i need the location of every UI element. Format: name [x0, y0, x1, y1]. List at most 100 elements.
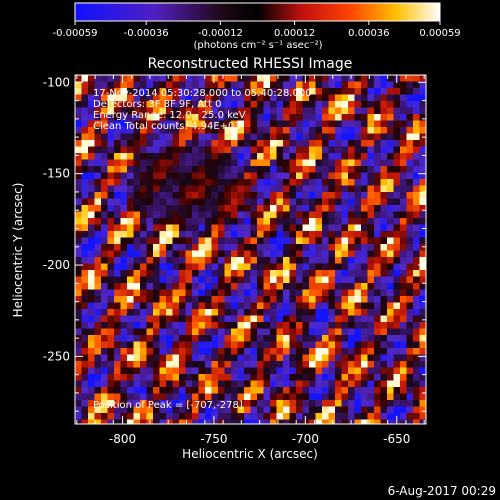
heatmap-cell	[153, 107, 160, 115]
heatmap-cell	[244, 322, 251, 329]
heatmap-cell	[192, 309, 199, 316]
heatmap-cell	[335, 263, 342, 271]
heatmap-cell	[179, 289, 186, 297]
heatmap-cell	[94, 205, 102, 212]
heatmap-cell	[361, 315, 368, 323]
heatmap-cell	[192, 146, 199, 154]
heatmap-cell	[127, 276, 134, 284]
heatmap-cell	[380, 296, 388, 303]
heatmap-cell	[387, 296, 394, 303]
heatmap-cell	[341, 198, 349, 206]
heatmap-cell	[393, 309, 401, 316]
heatmap-cell	[224, 231, 232, 238]
heatmap-cell	[361, 250, 368, 258]
heatmap-cell	[419, 406, 426, 414]
heatmap-cell	[276, 179, 284, 186]
heatmap-cell	[107, 81, 115, 89]
heatmap-cell	[419, 387, 426, 394]
heatmap-cell	[237, 153, 245, 160]
heatmap-cell	[361, 185, 368, 193]
heatmap-cell	[361, 419, 368, 424]
heatmap-cell	[406, 335, 414, 342]
heatmap-cell	[250, 387, 258, 394]
heatmap-cell	[348, 341, 355, 349]
heatmap-cell	[387, 205, 394, 212]
heatmap-cell	[315, 244, 323, 251]
heatmap-cell	[146, 159, 154, 167]
heatmap-cell	[283, 348, 290, 355]
heatmap-cell	[361, 133, 368, 141]
heatmap-cell	[198, 309, 206, 316]
heatmap-cell	[419, 107, 426, 115]
heatmap-cell	[413, 380, 420, 388]
heatmap-cell	[348, 159, 355, 167]
heatmap-cell	[81, 302, 89, 310]
heatmap-cell	[94, 120, 102, 128]
heatmap-cell	[231, 127, 238, 134]
heatmap-cell	[231, 81, 238, 89]
heatmap-cell	[322, 185, 329, 193]
heatmap-cell	[146, 263, 154, 271]
heatmap-cell	[406, 413, 414, 420]
heatmap-cell	[94, 237, 102, 245]
heatmap-cell	[75, 263, 82, 271]
heatmap-cell	[263, 231, 271, 238]
heatmap-cell	[101, 153, 108, 160]
heatmap-cell	[94, 179, 102, 186]
heatmap-cell	[315, 354, 323, 362]
heatmap-cell	[185, 218, 193, 225]
heatmap-cell	[413, 224, 420, 232]
heatmap-cell	[231, 263, 238, 271]
heatmap-cell	[153, 283, 160, 290]
heatmap-cell	[153, 146, 160, 154]
heatmap-cell	[101, 276, 108, 284]
heatmap-cell	[114, 94, 121, 102]
heatmap-cell	[380, 192, 388, 199]
heatmap-cell	[88, 302, 95, 310]
heatmap-cell	[374, 107, 381, 115]
heatmap-cell	[127, 133, 134, 141]
heatmap-cell	[289, 283, 297, 290]
heatmap-cell	[185, 88, 193, 95]
heatmap-cell	[133, 166, 141, 173]
heatmap-cell	[172, 166, 180, 173]
heatmap-cell	[328, 328, 336, 336]
heatmap-cell	[153, 328, 160, 336]
heatmap-cell	[192, 400, 199, 407]
heatmap-cell	[81, 224, 89, 232]
heatmap-cell	[406, 354, 414, 362]
heatmap-cell	[250, 218, 258, 225]
heatmap-cell	[140, 309, 147, 316]
heatmap-cell	[159, 263, 167, 271]
heatmap-cell	[328, 270, 336, 277]
heatmap-cell	[127, 159, 134, 167]
heatmap-cell	[101, 400, 108, 407]
heatmap-cell	[270, 367, 277, 375]
heatmap-cell	[296, 276, 303, 284]
heatmap-cell	[354, 400, 362, 407]
heatmap-cell	[101, 172, 108, 180]
heatmap-cell	[289, 172, 297, 180]
heatmap-cell	[419, 153, 426, 160]
heatmap-cell	[244, 244, 251, 251]
heatmap-cell	[341, 322, 349, 329]
heatmap-cell	[413, 127, 420, 134]
heatmap-cell	[179, 179, 186, 186]
heatmap-cell	[153, 133, 160, 141]
heatmap-cell	[81, 159, 89, 167]
heatmap-cell	[159, 166, 167, 173]
heatmap-cell	[166, 413, 173, 420]
heatmap-cell	[218, 296, 225, 303]
heatmap-cell	[231, 250, 238, 258]
heatmap-cell	[185, 159, 193, 167]
heatmap-cell	[153, 224, 160, 232]
heatmap-cell	[159, 211, 167, 219]
heatmap-cell	[322, 127, 329, 134]
heatmap-cell	[101, 315, 108, 323]
heatmap-cell	[413, 263, 420, 271]
heatmap-cell	[127, 101, 134, 108]
heatmap-cell	[419, 224, 426, 232]
heatmap-cell	[159, 81, 167, 89]
heatmap-cell	[198, 374, 206, 381]
heatmap-cell	[374, 309, 381, 316]
